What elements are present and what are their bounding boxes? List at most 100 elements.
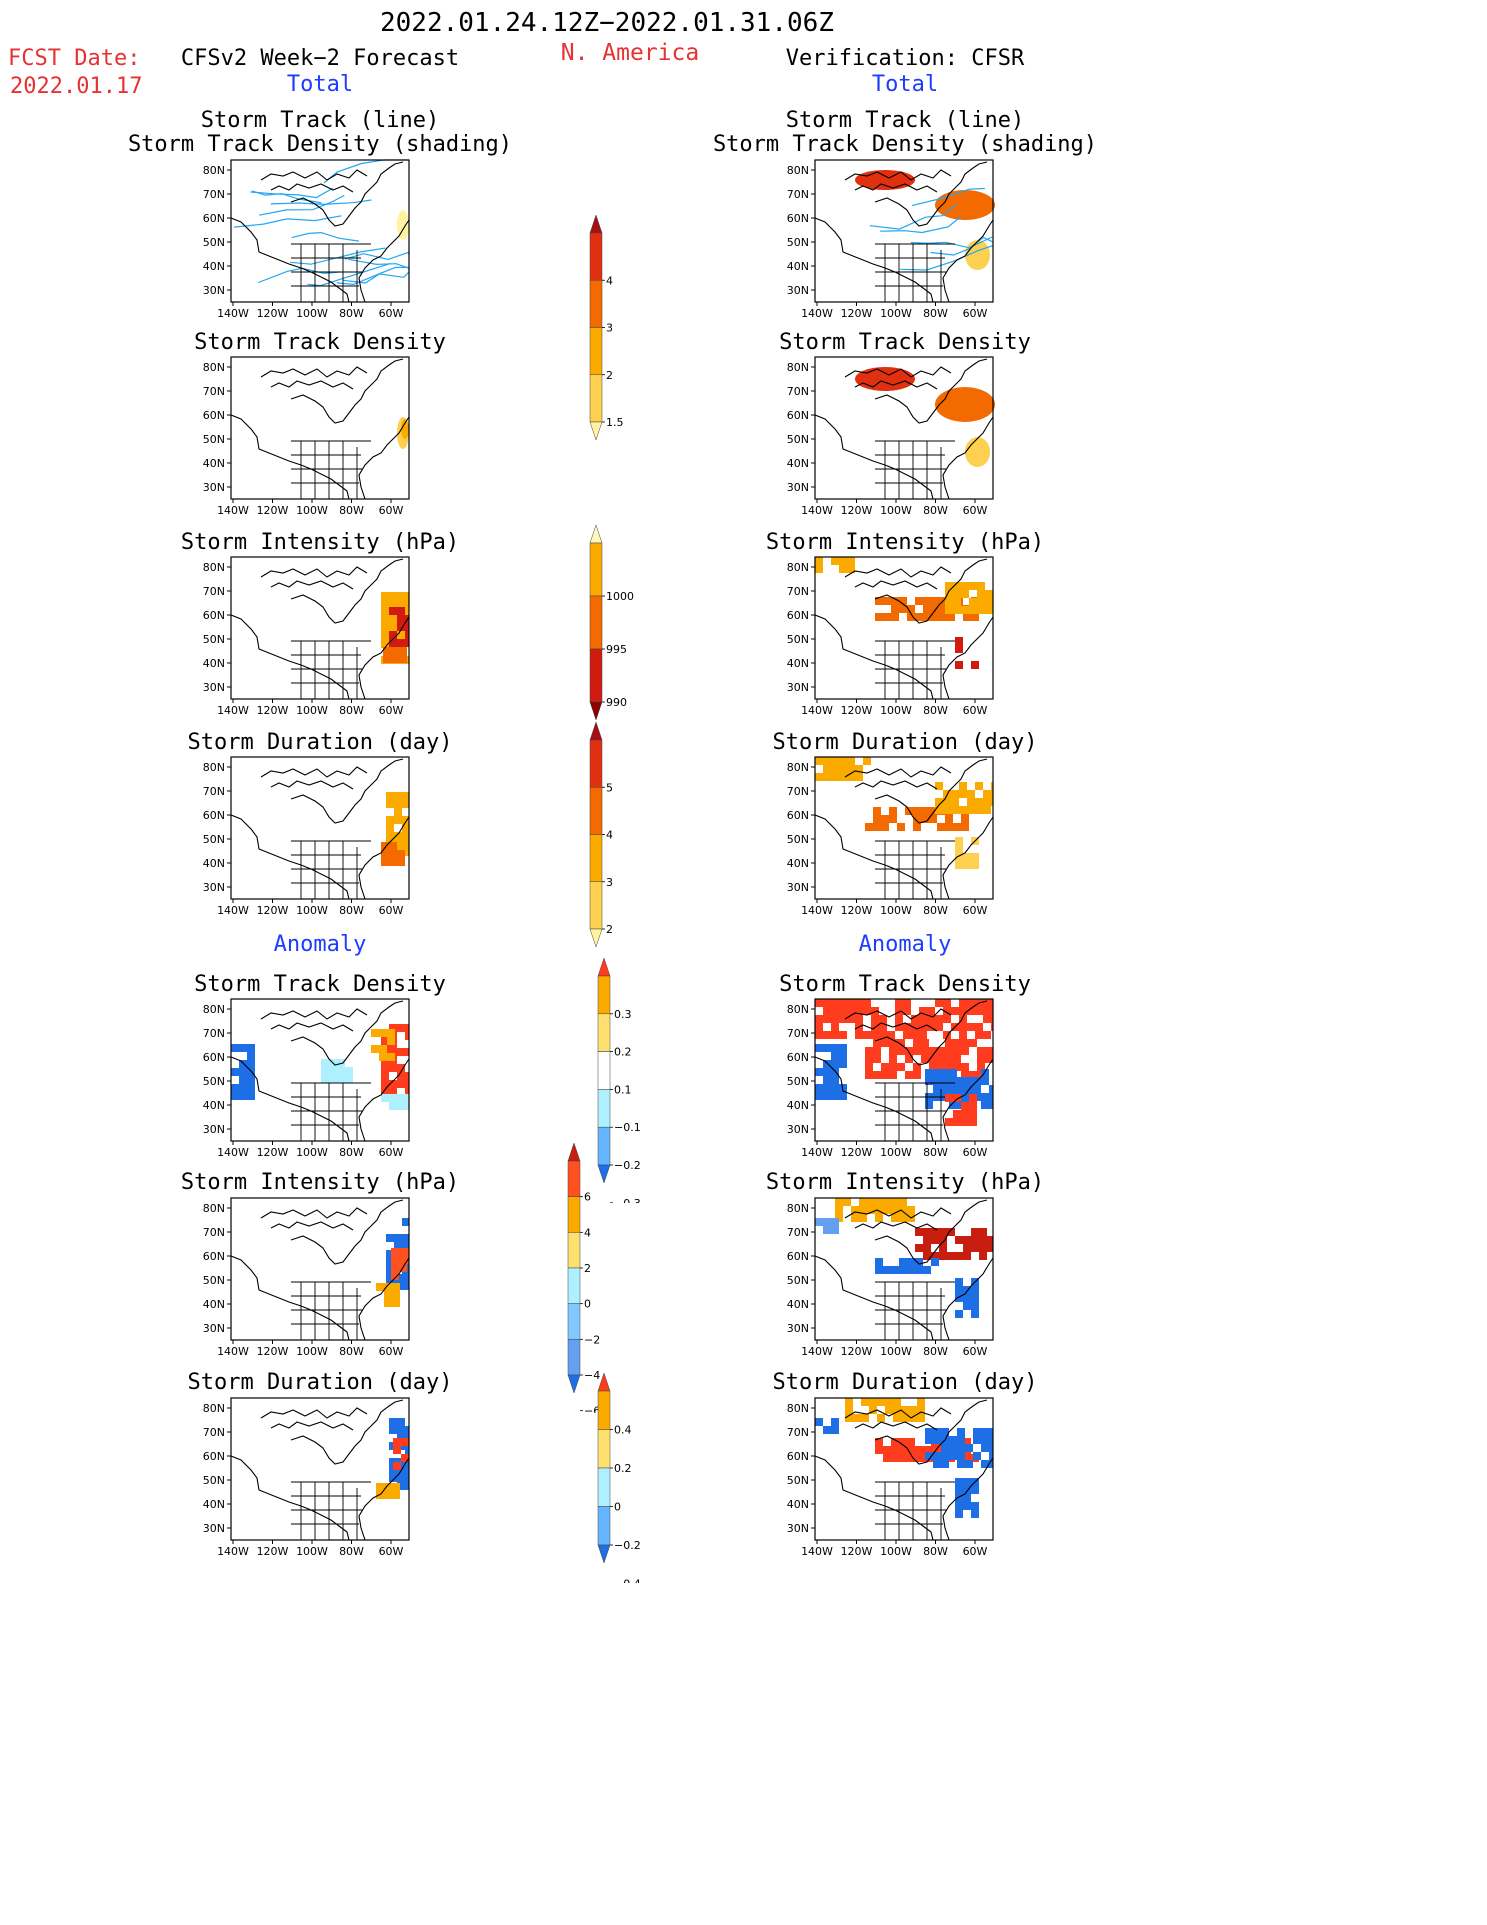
shading-cell <box>329 1075 337 1083</box>
shading-cell <box>933 1436 941 1444</box>
shading-cell <box>397 600 405 608</box>
shading-cell <box>911 1015 919 1023</box>
shading-cell <box>405 600 409 608</box>
shading-cell <box>985 1055 993 1063</box>
lat-tick-label: 80N <box>787 361 809 374</box>
shading-cell <box>951 1007 959 1015</box>
shading-cell <box>979 1228 987 1236</box>
shading-cell <box>847 999 855 1007</box>
shading-cell <box>875 1198 883 1206</box>
shading-cell <box>871 1031 879 1039</box>
shading-cell <box>405 1048 409 1056</box>
shading-cell <box>883 1454 891 1462</box>
shading-blob <box>401 419 409 439</box>
lon-tick-label: 80W <box>923 1146 948 1159</box>
shading-cell <box>391 1248 399 1256</box>
shading-cell <box>969 606 977 614</box>
shading-cell <box>891 1206 899 1214</box>
shading-cell <box>943 798 951 806</box>
shading-cell <box>921 1047 929 1055</box>
shading-cell <box>823 999 831 1007</box>
shading-cell <box>945 606 953 614</box>
shading-cell <box>831 1218 839 1226</box>
lon-tick-label: 80W <box>339 504 364 517</box>
shading-cell <box>955 1236 963 1244</box>
lon-tick-label: 80W <box>339 1545 364 1558</box>
shading-cell <box>909 1406 917 1414</box>
shading-cell <box>963 613 971 621</box>
lon-tick-label: 60W <box>379 1545 404 1558</box>
shading-cell <box>391 647 399 655</box>
shading-cell <box>933 1460 941 1468</box>
shading-cell <box>923 613 931 621</box>
right-anomaly-label: Anomaly <box>858 932 952 957</box>
lon-tick-label: 60W <box>963 504 988 517</box>
shading-cell <box>925 1452 933 1460</box>
colorbar-duration_total: 543210 <box>589 722 613 948</box>
shading-cell <box>895 999 903 1007</box>
shading-cell <box>941 1444 949 1452</box>
right-map-panel-2: 80N 70N 60N 50N 40N 30N 140W 120W 100W 80W 60W <box>787 356 995 517</box>
shading-cell <box>885 1406 893 1414</box>
colorbar-intensity_anom: 6 4 2 0 −2 −4 −6 <box>567 1143 600 1413</box>
lon-tick-label: 80W <box>339 1345 364 1358</box>
coastline <box>230 358 410 500</box>
colorbar-label: 0 <box>584 1298 591 1311</box>
lat-tick-label: 60N <box>203 1450 225 1463</box>
shading-cell <box>907 1206 915 1214</box>
shading-cell <box>397 1482 405 1490</box>
storm-track-line <box>270 199 372 206</box>
shading-cell <box>889 1055 897 1063</box>
shading-cell <box>945 1055 953 1063</box>
shading-cell <box>875 597 883 605</box>
shading-cell <box>402 816 409 824</box>
colorbar-segment <box>589 327 603 375</box>
right-map-panel-6: 80N 70N 60N 50N 40N 30N 140W 120W 100W 80W 60W <box>787 1197 994 1358</box>
shading-cell <box>381 858 389 866</box>
shading-cell <box>951 798 959 806</box>
shading-cell <box>957 1436 965 1444</box>
right-map-panel-3: 80N 70N 60N 50N 40N 30N 140W 120W 100W 80W 60W <box>787 556 994 717</box>
shading-cell <box>967 806 975 814</box>
storm-track-line <box>911 187 985 207</box>
shading-cell <box>873 1047 881 1055</box>
shading-cell <box>823 1218 831 1226</box>
lon-tick-label: 140W <box>801 1146 833 1159</box>
shading-cell <box>947 1252 955 1260</box>
shading-cell <box>915 1228 923 1236</box>
shading-cell <box>945 590 953 598</box>
shading-cell <box>399 1256 407 1264</box>
shading-cell <box>815 1068 823 1076</box>
lat-tick-label: 80N <box>203 561 225 574</box>
shading-cell <box>851 1214 859 1222</box>
shading-cell <box>991 999 993 1007</box>
colorbar-segment <box>589 648 603 703</box>
shading-cell <box>969 1071 977 1079</box>
colorbar-segment <box>597 1013 611 1052</box>
shading-cell <box>402 800 409 808</box>
lat-tick-label: 70N <box>787 585 809 598</box>
shading-cell <box>839 773 847 781</box>
shading-cell <box>405 1482 409 1490</box>
colorbar-label: −0.2 <box>614 1539 641 1552</box>
colorbar-cap-bottom <box>589 421 603 441</box>
colorbar-segment <box>589 232 603 281</box>
colorbar-cap-top <box>567 1143 581 1162</box>
shading-cell <box>393 1462 401 1470</box>
colorbar-label: 2 <box>606 369 613 382</box>
shading-cell <box>971 613 979 621</box>
shading-cell <box>893 1406 901 1414</box>
shading-cell <box>949 1444 957 1452</box>
coastline <box>814 1199 994 1341</box>
shading-cell <box>239 1068 247 1076</box>
shading-cell <box>405 1032 409 1040</box>
shading-cell <box>899 1438 907 1446</box>
right-track-line-title: Storm Track (line) <box>785 108 1025 133</box>
shading-cell <box>402 840 409 848</box>
shading-cell <box>839 1052 847 1060</box>
shading-cell <box>381 616 389 624</box>
lon-tick-label: 100W <box>880 704 912 717</box>
shading-cell <box>397 1474 405 1482</box>
shading-cell <box>875 1206 883 1214</box>
lat-tick-label: 50N <box>787 1474 809 1487</box>
